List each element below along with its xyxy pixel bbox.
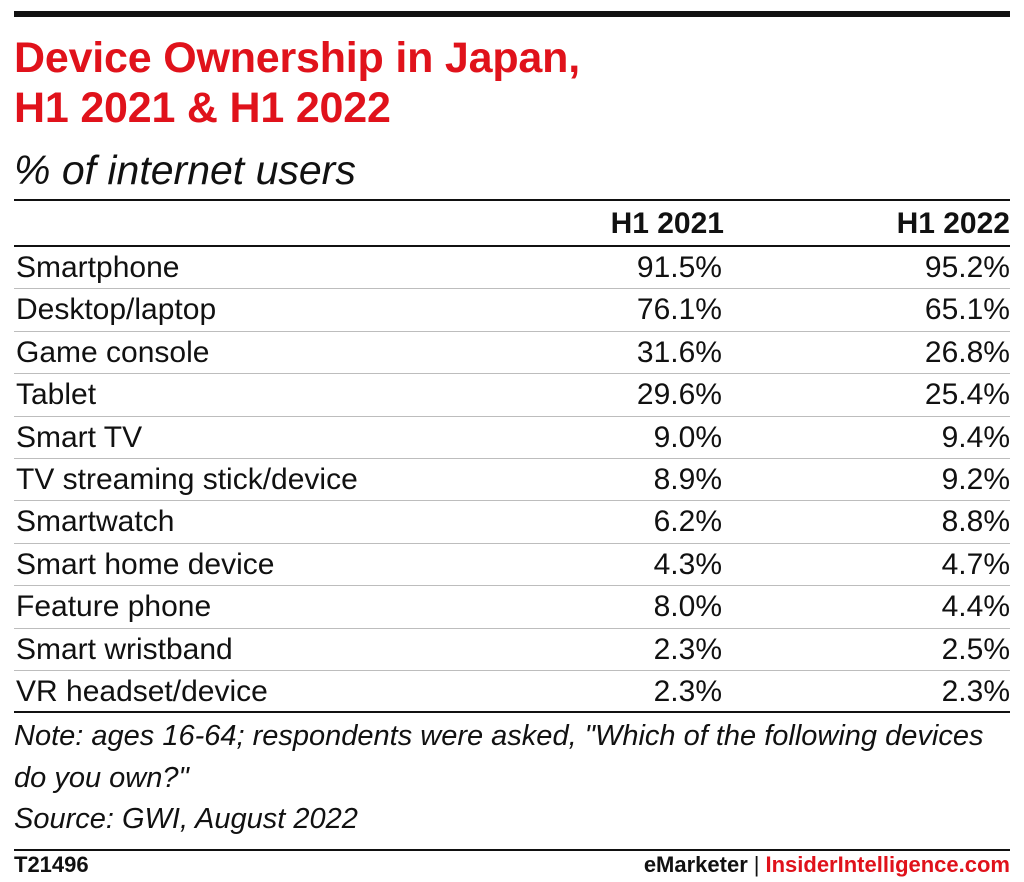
table-body: Smartphone 91.5% 95.2% Desktop/laptop 76.1% 6…: [14, 247, 1010, 714]
chart-note: Note: ages 16-64; respondents were asked…: [14, 720, 984, 794]
cell-value-h1-2021: 2.3%: [653, 632, 722, 666]
table-row: VR headset/device 2.3% 2.3%: [14, 671, 1010, 714]
table-row: Game console 31.6% 26.8%: [14, 332, 1010, 375]
row-label: Game console: [16, 335, 210, 369]
chart-title: Device Ownership in Japan, H1 2021 & H1 …: [14, 33, 580, 133]
cell-value-h1-2021: 9.0%: [653, 420, 722, 454]
chart-source: Source: GWI, August 2022: [14, 803, 358, 835]
top-rule: [14, 11, 1010, 17]
table-row: Smart home device 4.3% 4.7%: [14, 544, 1010, 587]
row-label: Smartwatch: [16, 505, 175, 539]
table-row: TV streaming stick/device 8.9% 9.2%: [14, 459, 1010, 502]
row-label: TV streaming stick/device: [16, 462, 358, 496]
row-label: Desktop/laptop: [16, 293, 217, 327]
table-row: Tablet 29.6% 25.4%: [14, 374, 1010, 417]
table-row: Smart TV 9.0% 9.4%: [14, 417, 1010, 459]
chart-subtitle: % of internet users: [14, 147, 356, 193]
chart-title-line-2: H1 2021 & H1 2022: [14, 84, 391, 132]
table-row: Smartphone 91.5% 95.2%: [14, 247, 1010, 290]
brand-separator: |: [753, 852, 760, 877]
cell-value-h1-2021: 2.3%: [653, 674, 722, 708]
cell-value-h1-2021: 76.1%: [636, 293, 722, 327]
cell-value-h1-2021: 31.6%: [636, 335, 722, 369]
cell-value-h1-2021: 8.0%: [653, 590, 722, 624]
cell-value-h1-2022: 26.8%: [924, 335, 1010, 369]
cell-value-h1-2021: 4.3%: [653, 547, 722, 581]
cell-value-h1-2022: 25.4%: [924, 378, 1010, 412]
cell-value-h1-2022: 9.4%: [941, 420, 1010, 454]
cell-value-h1-2022: 9.2%: [941, 462, 1010, 496]
row-label: Smart home device: [16, 547, 275, 581]
row-label: Smartphone: [16, 251, 180, 284]
cell-value-h1-2021: 6.2%: [653, 505, 722, 539]
cell-value-h1-2021: 8.9%: [653, 462, 722, 496]
cell-value-h1-2022: 65.1%: [924, 293, 1010, 327]
footer-brand: eMarketer | InsiderIntelligence.com: [644, 851, 1010, 879]
row-label: Smart wristband: [16, 632, 233, 666]
cell-value-h1-2022: 2.5%: [941, 632, 1010, 666]
table-row: Smart wristband 2.3% 2.5%: [14, 629, 1010, 671]
cell-value-h1-2022: 95.2%: [924, 251, 1010, 284]
chart-id: T21496: [14, 852, 89, 877]
column-header-h1-2022: H1 2022: [896, 207, 1010, 240]
cell-value-h1-2022: 8.8%: [941, 505, 1010, 539]
table-row: Smartwatch 6.2% 8.8%: [14, 501, 1010, 544]
bottom-rule: [14, 849, 1010, 851]
cell-value-h1-2021: 29.6%: [636, 378, 722, 412]
row-label: Smart TV: [16, 420, 143, 454]
column-header-h1-2021: H1 2021: [610, 207, 724, 240]
row-label: VR headset/device: [16, 674, 268, 708]
cell-value-h1-2021: 91.5%: [636, 251, 722, 284]
cell-value-h1-2022: 2.3%: [941, 674, 1010, 708]
table-row: Feature phone 8.0% 4.4%: [14, 586, 1010, 629]
chart-title-line-1: Device Ownership in Japan,: [14, 34, 580, 82]
row-label: Feature phone: [16, 590, 212, 624]
brand-insiderintelligence: InsiderIntelligence.com: [765, 852, 1010, 877]
cell-value-h1-2022: 4.4%: [941, 590, 1010, 624]
brand-emarketer: eMarketer: [643, 852, 748, 877]
table-row: Desktop/laptop 76.1% 65.1%: [14, 289, 1010, 332]
row-label: Tablet: [16, 378, 97, 412]
data-table: H1 2021 H1 2022 Smartphone 91.5% 95.2% Desk…: [14, 199, 1010, 714]
cell-value-h1-2022: 4.7%: [941, 547, 1010, 581]
table-header-row: H1 2021 H1 2022: [14, 199, 1010, 247]
